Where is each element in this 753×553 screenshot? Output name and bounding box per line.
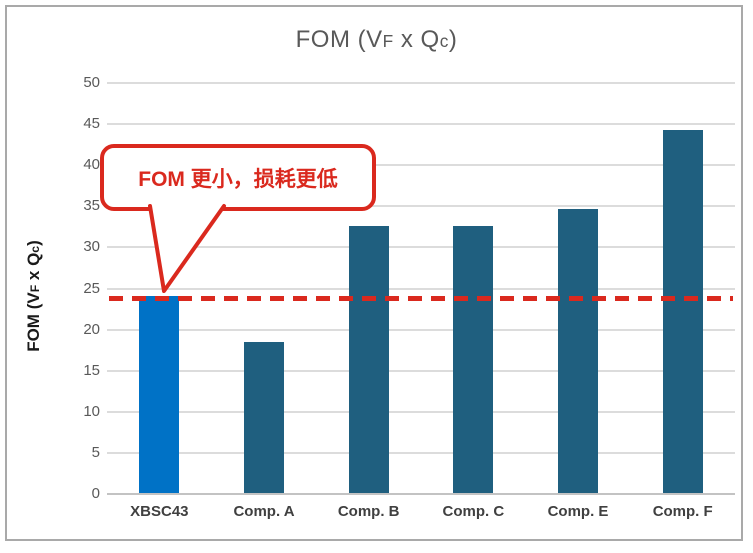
bar-comp-e <box>558 209 598 493</box>
gridline <box>107 205 735 208</box>
y-tick-label: 20 <box>83 320 100 338</box>
bar-comp-b <box>348 225 389 493</box>
y-axis-title-subscript-f: F <box>28 284 42 293</box>
gridline <box>107 369 735 372</box>
reference-dashed-line <box>109 295 733 301</box>
bar-comp-c <box>453 225 494 493</box>
x-category-label: Comp. F <box>652 503 713 520</box>
x-axis-line <box>107 493 735 495</box>
x-axis-labels: XBSC43 Comp. A Comp. B Comp. C Comp. E Comp. … <box>107 503 735 525</box>
y-tick-label: 50 <box>83 74 100 91</box>
y-axis-title-subscript-c: c <box>28 245 42 253</box>
plot-area <box>107 82 735 495</box>
chart-title-subscript-f: F <box>382 31 394 51</box>
bar-comp-f <box>662 129 703 493</box>
x-category-label: XBSC43 <box>130 503 189 520</box>
y-tick-label: 5 <box>91 443 100 461</box>
bar-xbsc43 <box>139 295 180 493</box>
y-axis-title-text: FOM (V <box>24 292 43 352</box>
gridline <box>107 328 735 331</box>
x-category-label: Comp. B <box>337 503 400 520</box>
y-tick-label: 0 <box>91 485 100 502</box>
y-axis-title-text: x Q <box>24 252 43 285</box>
chart-title: FOM (VF x Qc) <box>0 26 753 54</box>
y-tick-label: 40 <box>83 156 100 174</box>
y-tick-label: 35 <box>83 197 100 215</box>
x-category-label: Comp. C <box>442 503 505 520</box>
x-category-label: Comp. E <box>547 503 609 520</box>
gridline <box>107 123 735 126</box>
chart-title-text: ) <box>448 26 458 53</box>
gridline <box>107 164 735 167</box>
y-axis-title: FOM (VF x Qc) <box>24 240 44 352</box>
bar-comp-a <box>244 341 284 493</box>
y-tick-label: 15 <box>83 361 100 379</box>
y-tick-label: 45 <box>83 115 100 133</box>
gridline <box>107 410 735 413</box>
gridline <box>107 451 735 454</box>
y-tick-label: 25 <box>83 279 100 297</box>
x-category-label: Comp. A <box>233 503 295 520</box>
gridline <box>107 287 735 290</box>
chart-title-subscript-c: c <box>439 31 449 51</box>
gridline <box>107 82 735 84</box>
callout-text: FOM 更小，损耗更低 <box>138 167 338 191</box>
gridline <box>107 246 735 249</box>
callout-bubble: FOM 更小，损耗更低 <box>100 144 376 211</box>
chart-title-text: x Q <box>393 26 440 53</box>
y-tick-label: 10 <box>83 402 100 420</box>
chart-title-text: FOM (V <box>295 26 383 53</box>
y-axis-title-text: ) <box>24 240 43 246</box>
y-tick-label: 30 <box>83 238 100 256</box>
y-axis-tick-labels: 0 5 10 15 20 25 30 35 40 45 50 <box>58 74 100 502</box>
